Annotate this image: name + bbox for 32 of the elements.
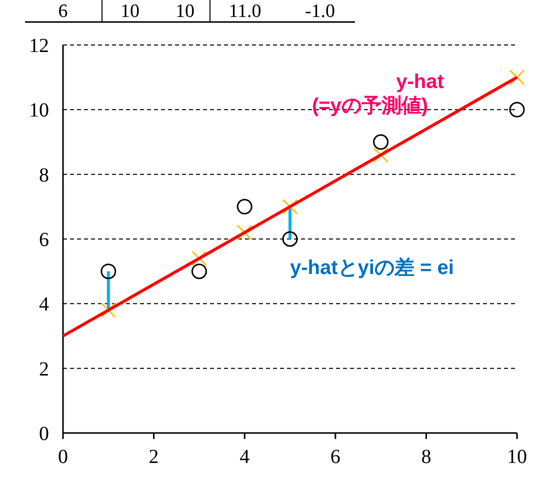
x-tick-label: 8 [421, 446, 432, 468]
y-tick-label: 6 [39, 229, 49, 251]
point [509, 70, 525, 86]
x-tick-label: 6 [330, 446, 340, 468]
point [373, 134, 389, 150]
text: -1.0 [304, 1, 336, 22]
point [373, 147, 389, 163]
text: 10 [120, 1, 140, 22]
y-tick-label: 10 [29, 100, 49, 122]
text: 6 [58, 1, 68, 22]
point [191, 250, 207, 266]
annotation: y-hat (=yの予測値) [312, 71, 444, 117]
annotation: y-hatとyiの差 = ei [290, 257, 454, 279]
y-tick-label: 0 [39, 423, 49, 445]
x-tick-label: 10 [507, 446, 527, 468]
point [509, 102, 525, 118]
x-tick-label: 2 [148, 446, 159, 468]
point [100, 302, 116, 318]
point [282, 198, 298, 214]
point [282, 231, 298, 247]
x-tick-label: 0 [58, 446, 68, 468]
point [236, 224, 252, 240]
y-tick-label: 4 [39, 294, 49, 316]
point [100, 264, 116, 280]
y-tick-label: 8 [39, 164, 49, 186]
point [236, 198, 252, 214]
point [191, 264, 207, 280]
text: 10 [176, 1, 194, 22]
y-tick-label: 12 [29, 35, 49, 57]
y-tick-label: 2 [39, 358, 49, 380]
x-tick-label: 4 [240, 446, 250, 468]
text: 11.0 [228, 1, 262, 22]
